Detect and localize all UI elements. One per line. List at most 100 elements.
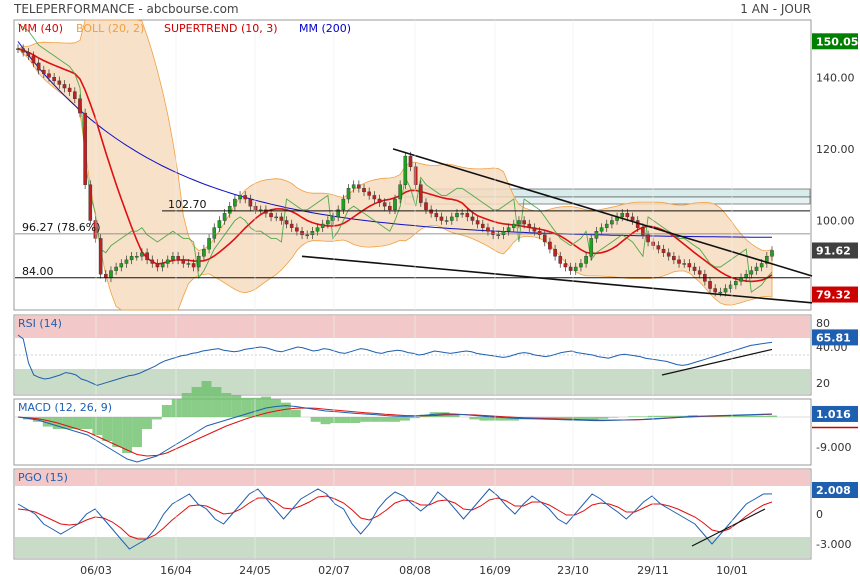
- candle-body: [734, 281, 738, 286]
- candle-body: [140, 252, 144, 257]
- candle-body: [305, 234, 310, 237]
- macd-histogram-bar: [270, 399, 281, 417]
- price-tag-label: 79.32: [816, 289, 851, 302]
- candle-body: [749, 270, 754, 275]
- candle-body: [57, 80, 62, 85]
- macd-histogram-bar: [241, 397, 252, 417]
- macd-histogram-bar: [370, 417, 381, 422]
- macd-histogram-bar: [82, 417, 93, 429]
- candle-body: [413, 166, 418, 185]
- candle-body: [310, 231, 315, 236]
- price-tag-box: [812, 286, 858, 303]
- price-y-tick: 120.00: [816, 143, 855, 156]
- candle-body: [191, 263, 196, 268]
- macd-histogram-bar: [360, 417, 371, 422]
- candle-body: [641, 227, 645, 236]
- candle-body: [227, 205, 232, 214]
- macd-histogram-bar: [747, 415, 758, 417]
- pgo-line: [17, 488, 773, 550]
- candle-body: [465, 213, 470, 218]
- macd-histogram-bar: [489, 417, 500, 421]
- rsi-trendline: [661, 348, 773, 376]
- bollinger-band: [17, 19, 773, 311]
- supertrend-line: [17, 23, 773, 293]
- candle-body: [26, 52, 31, 57]
- macd-histogram-bar: [151, 417, 162, 420]
- candle-body: [331, 216, 335, 221]
- candle-body: [212, 227, 217, 239]
- candle-body: [429, 209, 433, 214]
- macd-histogram-bar: [72, 417, 83, 429]
- upper-trendline: [392, 148, 813, 277]
- pgo-layer: 0 -3.000 2.008: [17, 482, 858, 551]
- level-label: 102.70: [168, 198, 207, 211]
- candle-body: [165, 259, 170, 264]
- candle-body: [584, 256, 588, 264]
- candle-body: [388, 205, 392, 210]
- candle-body: [439, 216, 444, 221]
- candle-body: [682, 263, 687, 265]
- candle-body: [295, 227, 299, 232]
- macd-histogram-bar: [320, 417, 331, 425]
- candle-body: [718, 291, 723, 294]
- candle-body: [480, 223, 485, 228]
- candle-body: [67, 87, 72, 92]
- macd-histogram-bar: [598, 417, 609, 419]
- candle-body: [517, 220, 521, 225]
- candle-body: [537, 231, 542, 236]
- candle-body: [532, 227, 537, 232]
- candle-body: [765, 256, 769, 264]
- pgo-y-tick: -3.000: [816, 538, 851, 551]
- candle-body: [486, 227, 490, 232]
- macd-histogram-bar: [32, 417, 43, 422]
- macd-histogram-bar: [608, 417, 619, 418]
- candle-body: [160, 263, 165, 268]
- pgo-y-tick: 0: [816, 508, 823, 521]
- candle-body: [646, 234, 650, 243]
- macd-histogram-bar: [588, 417, 599, 420]
- candle-body: [382, 202, 387, 207]
- price-y-tick: 100.00: [816, 214, 855, 227]
- candle-body: [744, 273, 748, 278]
- macd-histogram-bar: [677, 415, 688, 417]
- candle-body: [697, 270, 702, 275]
- candle-body: [253, 205, 258, 210]
- candle-body: [181, 259, 186, 264]
- candle-body: [150, 259, 155, 264]
- candle-body: [630, 216, 635, 221]
- macd-histogram-bar: [231, 395, 242, 417]
- macd-histogram-bar: [211, 387, 222, 417]
- x-tick-label: 16/04: [160, 564, 192, 577]
- chart-period: 1 AN - JOUR: [740, 2, 811, 16]
- candle-body: [155, 263, 160, 268]
- pgo-value-label: 2.008: [816, 484, 851, 497]
- rsi-line: [17, 334, 773, 386]
- candle-body: [336, 209, 340, 218]
- pgo-trendline: [691, 508, 766, 547]
- macd-histogram-bar: [191, 387, 202, 417]
- candle-body: [341, 198, 346, 210]
- macd-histogram-bar: [62, 417, 73, 429]
- macd-histogram-bar: [727, 415, 738, 417]
- macd-histogram-bar: [509, 417, 520, 421]
- x-tick-label: 16/09: [479, 564, 511, 577]
- candle-body: [52, 77, 56, 82]
- macd-histogram-bar: [548, 417, 559, 420]
- price-legend-item: MM (200): [299, 22, 351, 35]
- macd-histogram-bar: [499, 417, 510, 421]
- price-layer: 102.70 96.27 (78.6%) 84.00 140.00 120.00 100.…: [15, 19, 858, 311]
- macd-histogram-bar: [479, 417, 490, 421]
- macd-histogram-bar: [449, 414, 460, 417]
- candle-body: [222, 213, 227, 221]
- candle-body: [320, 223, 325, 228]
- price-legend-item: SUPERTREND (10, 3): [164, 22, 278, 35]
- macd-histogram-bar: [161, 405, 172, 417]
- candle-body: [491, 231, 495, 236]
- candle-body: [496, 234, 501, 237]
- candle-body: [620, 213, 625, 218]
- macd-panel: [13, 398, 812, 466]
- macd-histogram-bar: [717, 415, 728, 417]
- candle-body: [506, 227, 511, 232]
- candle-body: [589, 238, 594, 257]
